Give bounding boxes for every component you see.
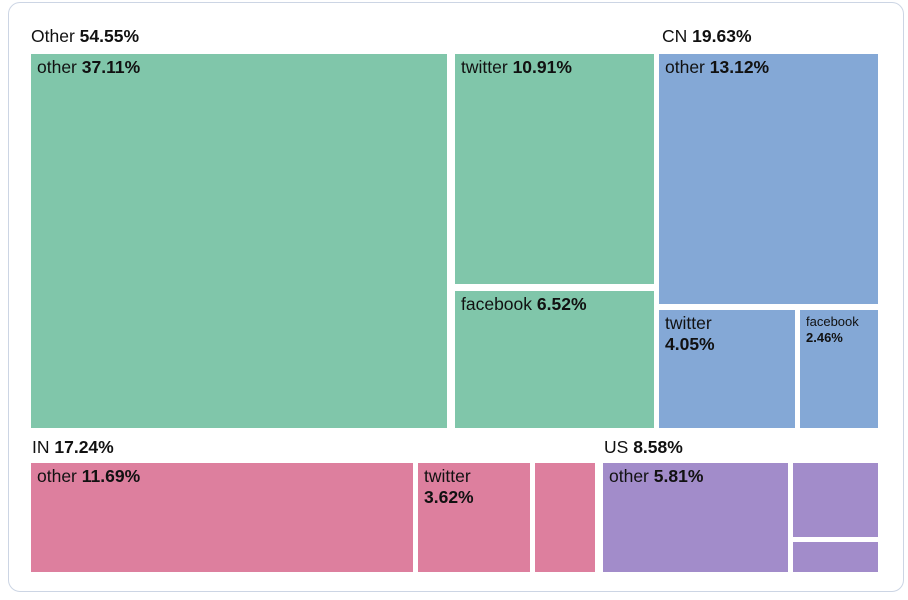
cell-percent: 13.12% [709, 57, 770, 77]
treemap-cell-us-unlabeled-2[interactable] [793, 542, 878, 572]
cell-name: twitter [461, 57, 508, 77]
cell-percent: 37.11% [81, 57, 141, 77]
group-name: CN [662, 26, 688, 46]
group-name: Other [31, 26, 75, 46]
group-percent: 8.58% [633, 437, 683, 457]
cell-percent: 5.81% [653, 466, 704, 486]
treemap-cell-in-other[interactable]: other 11.69% [31, 463, 413, 572]
group-label-in: IN 17.24% [32, 437, 114, 457]
group-label-us: US 8.58% [604, 437, 683, 457]
cell-name: other [609, 466, 649, 486]
cell-percent: 4.05% [665, 333, 715, 354]
treemap-cell-cn-twitter[interactable]: twitter 4.05% [659, 310, 795, 428]
treemap-cell-in-twitter[interactable]: twitter 3.62% [418, 463, 530, 572]
treemap-cell-us-unlabeled-1[interactable] [793, 463, 878, 537]
group-label-other: Other 54.55% [31, 26, 140, 46]
treemap-cell-in-unlabeled[interactable] [535, 463, 595, 572]
treemap-cell-cn-facebook[interactable]: facebook 2.46% [800, 310, 878, 428]
group-percent: 17.24% [54, 437, 114, 457]
cell-name: facebook [461, 294, 533, 314]
cell-name: facebook [806, 314, 859, 329]
group-name: US [604, 437, 629, 457]
treemap-cell-other-other[interactable]: other 37.11% [31, 54, 447, 428]
cell-percent: 3.62% [424, 486, 474, 507]
cell-percent: 10.91% [512, 57, 572, 77]
treemap-cell-other-twitter[interactable]: twitter 10.91% [455, 54, 654, 284]
cell-percent: 6.52% [536, 294, 587, 314]
group-percent: 54.55% [79, 26, 140, 46]
group-name: IN [32, 437, 50, 457]
cell-percent: 2.46% [806, 330, 843, 346]
treemap-cell-us-other[interactable]: other 5.81% [603, 463, 788, 572]
cell-name: twitter [424, 466, 471, 486]
treemap-cell-other-facebook[interactable]: facebook 6.52% [455, 291, 654, 428]
cell-name: other [665, 57, 705, 77]
treemap-cell-cn-other[interactable]: other 13.12% [659, 54, 878, 304]
cell-name: other [37, 466, 77, 486]
group-percent: 19.63% [692, 26, 752, 46]
cell-name: twitter [665, 313, 712, 333]
cell-name: other [37, 57, 77, 77]
group-label-cn: CN 19.63% [662, 26, 752, 46]
cell-percent: 11.69% [81, 466, 141, 486]
